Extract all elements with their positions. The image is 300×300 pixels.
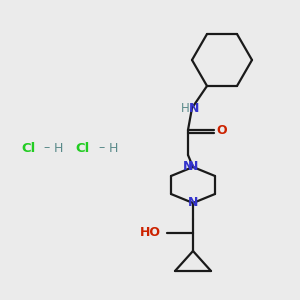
- Text: –: –: [44, 142, 50, 154]
- Text: H: H: [53, 142, 63, 154]
- Text: –: –: [99, 142, 105, 154]
- Text: HO: HO: [140, 226, 161, 239]
- Text: Cl: Cl: [76, 142, 90, 154]
- Text: Cl: Cl: [21, 142, 35, 154]
- Text: H: H: [181, 101, 189, 115]
- Text: O: O: [217, 124, 227, 136]
- Text: N: N: [188, 196, 198, 209]
- Text: N: N: [183, 160, 193, 173]
- Text: N: N: [189, 101, 199, 115]
- Text: N: N: [188, 160, 198, 173]
- Text: H: H: [108, 142, 118, 154]
